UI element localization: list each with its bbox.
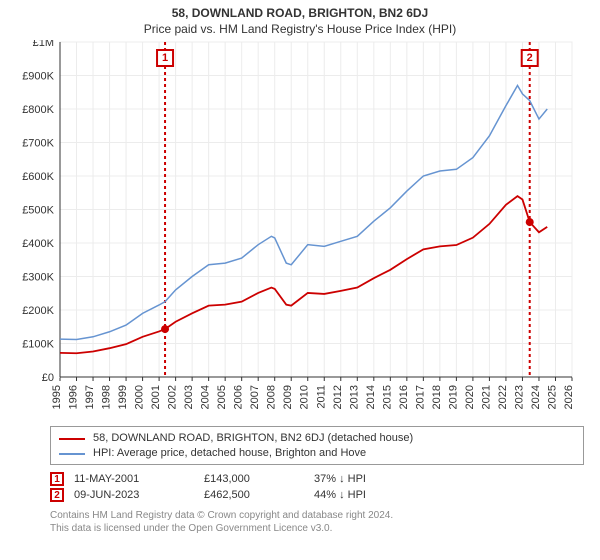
sale-price: £143,000 xyxy=(204,471,314,487)
svg-text:2020: 2020 xyxy=(464,385,476,409)
svg-text:2011: 2011 xyxy=(315,385,327,409)
svg-text:2004: 2004 xyxy=(200,385,212,409)
svg-text:2023: 2023 xyxy=(513,385,525,409)
chart-subtitle: Price paid vs. HM Land Registry's House … xyxy=(0,20,600,40)
svg-text:1997: 1997 xyxy=(84,385,96,409)
svg-text:1995: 1995 xyxy=(51,385,63,409)
sale-index-box: 1 xyxy=(50,472,64,486)
svg-text:2002: 2002 xyxy=(167,385,179,409)
svg-text:£200K: £200K xyxy=(22,305,54,317)
svg-text:£0: £0 xyxy=(42,372,54,384)
svg-text:2001: 2001 xyxy=(150,385,162,409)
svg-text:1998: 1998 xyxy=(101,385,113,409)
sales-table: 1 11-MAY-2001£143,00037% ↓ HPI 2 09-JUN-202… xyxy=(50,471,584,503)
svg-text:2015: 2015 xyxy=(381,385,393,409)
chart-title-address: 58, DOWNLAND ROAD, BRIGHTON, BN2 6DJ xyxy=(0,0,600,20)
sale-marker-dot xyxy=(526,218,534,226)
svg-text:2: 2 xyxy=(527,52,533,64)
attribution-text: Contains HM Land Registry data © Crown c… xyxy=(50,509,584,535)
svg-text:2000: 2000 xyxy=(134,385,146,409)
svg-text:£300K: £300K xyxy=(22,272,54,284)
svg-text:£400K: £400K xyxy=(22,238,54,250)
svg-text:£700K: £700K xyxy=(22,138,54,150)
legend-label: HPI: Average price, detached house, Brig… xyxy=(93,446,366,461)
svg-text:2012: 2012 xyxy=(332,385,344,409)
svg-text:2022: 2022 xyxy=(497,385,509,409)
legend-label: 58, DOWNLAND ROAD, BRIGHTON, BN2 6DJ (de… xyxy=(93,431,413,446)
series-hpi xyxy=(60,86,547,340)
sale-vs-hpi: 44% ↓ HPI xyxy=(314,487,424,503)
svg-text:2007: 2007 xyxy=(249,385,261,409)
svg-text:£100K: £100K xyxy=(22,339,54,351)
price-chart: £0 £100K £200K £300K £400K £500K £600K £700K £80… xyxy=(10,40,584,422)
legend-swatch xyxy=(59,438,85,440)
svg-text:£800K: £800K xyxy=(22,104,54,116)
sale-price: £462,500 xyxy=(204,487,314,503)
svg-text:£600K: £600K xyxy=(22,171,54,183)
sale-vs-hpi: 37% ↓ HPI xyxy=(314,471,424,487)
svg-text:2013: 2013 xyxy=(348,385,360,409)
svg-text:2016: 2016 xyxy=(398,385,410,409)
svg-text:2014: 2014 xyxy=(365,385,377,409)
svg-text:2019: 2019 xyxy=(447,385,459,409)
svg-text:1999: 1999 xyxy=(117,385,129,409)
svg-text:2003: 2003 xyxy=(183,385,195,409)
svg-text:1996: 1996 xyxy=(68,385,80,409)
svg-text:2010: 2010 xyxy=(299,385,311,409)
svg-text:2024: 2024 xyxy=(530,385,542,409)
legend-item: HPI: Average price, detached house, Brig… xyxy=(59,446,575,461)
sale-row: 2 09-JUN-2023£462,50044% ↓ HPI xyxy=(50,487,424,503)
attribution-line: Contains HM Land Registry data © Crown c… xyxy=(50,509,584,522)
svg-text:1: 1 xyxy=(162,52,168,64)
svg-text:£500K: £500K xyxy=(22,205,54,217)
sale-marker-dot xyxy=(161,325,169,333)
legend-swatch xyxy=(59,453,85,455)
svg-text:2018: 2018 xyxy=(431,385,443,409)
series-subject xyxy=(60,196,547,353)
sale-date: 09-JUN-2023 xyxy=(74,487,204,503)
svg-text:2006: 2006 xyxy=(233,385,245,409)
svg-text:£1M: £1M xyxy=(33,40,54,49)
svg-text:2009: 2009 xyxy=(282,385,294,409)
attribution-line: This data is licensed under the Open Gov… xyxy=(50,522,584,535)
svg-text:2005: 2005 xyxy=(216,385,228,409)
svg-text:2017: 2017 xyxy=(414,385,426,409)
svg-text:2025: 2025 xyxy=(546,385,558,409)
svg-text:£900K: £900K xyxy=(22,71,54,83)
chart-legend: 58, DOWNLAND ROAD, BRIGHTON, BN2 6DJ (de… xyxy=(50,426,584,465)
svg-text:2021: 2021 xyxy=(480,385,492,409)
sale-row: 1 11-MAY-2001£143,00037% ↓ HPI xyxy=(50,471,424,487)
sale-index-box: 2 xyxy=(50,488,64,502)
svg-text:2008: 2008 xyxy=(266,385,278,409)
legend-item: 58, DOWNLAND ROAD, BRIGHTON, BN2 6DJ (de… xyxy=(59,431,575,446)
sale-date: 11-MAY-2001 xyxy=(74,471,204,487)
svg-text:2026: 2026 xyxy=(563,385,575,409)
